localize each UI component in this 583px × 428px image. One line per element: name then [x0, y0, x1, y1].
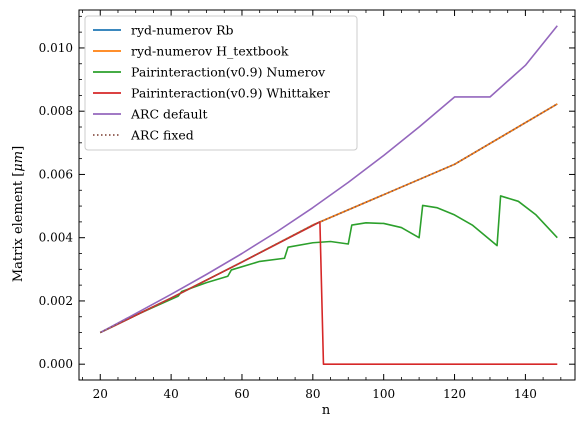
axes — [78, 9, 576, 381]
y-tick-label: 0.008 — [39, 104, 73, 118]
x-tick-label: 60 — [234, 387, 249, 401]
y-tick-label: 0.002 — [39, 294, 73, 308]
x-tick-label: 140 — [514, 387, 537, 401]
x-axis-label: n — [322, 403, 331, 418]
legend-label: ryd-numerov Rb — [131, 23, 234, 38]
y-axis-label-suffix: ] — [11, 146, 26, 151]
y-axis-label-prefix: Matrix element [ — [11, 172, 26, 283]
series-line-5 — [99, 25, 558, 334]
plot-frame — [78, 9, 576, 381]
legend-label: ryd-numerov H_textbook — [131, 44, 289, 59]
legend-label: ARC fixed — [130, 128, 194, 143]
series-line-6 — [99, 103, 558, 334]
legend-label: Pairinteraction(v0.9) Whittaker — [131, 86, 330, 101]
ticks: 20 40 60 80 100 120 140 0.000 0.002 0.004 0.006 0.0… — [39, 10, 575, 401]
y-tick-label: 0.000 — [39, 357, 73, 371]
legend-label: Pairinteraction(v0.9) Numerov — [131, 65, 326, 80]
series-line-3 — [99, 195, 558, 334]
legend: ryd-numerov Rb ryd-numerov H_textbook Pair… — [84, 15, 358, 151]
y-tick-label: 0.006 — [39, 167, 73, 181]
x-tick-label: 100 — [372, 387, 395, 401]
y-axis-label-unit: μm — [11, 151, 26, 172]
x-tick-label: 80 — [305, 387, 320, 401]
x-tick-label: 40 — [163, 387, 178, 401]
x-tick-label: 120 — [443, 387, 466, 401]
plot-lines — [99, 25, 558, 365]
legend-label: ARC default — [130, 107, 208, 122]
y-tick-label: 0.010 — [39, 41, 73, 55]
y-axis-label: Matrix element [μm] — [11, 146, 26, 282]
legend-box — [84, 15, 358, 151]
y-tick-label: 0.004 — [39, 231, 74, 245]
x-tick-label: 20 — [93, 387, 108, 401]
